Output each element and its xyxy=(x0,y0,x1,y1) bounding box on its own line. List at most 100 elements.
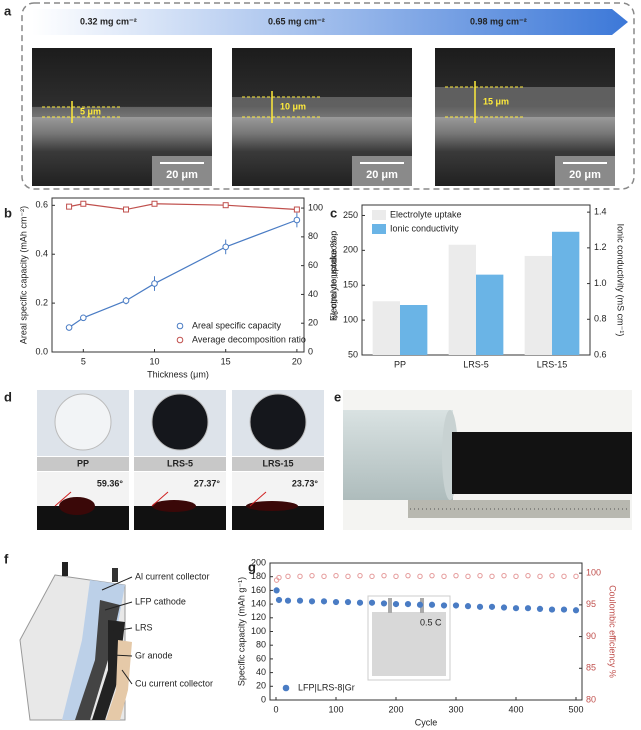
droplet xyxy=(152,500,196,512)
y-tick-label: 0.6 xyxy=(35,200,48,210)
marker xyxy=(80,200,87,207)
marker xyxy=(151,200,158,207)
point xyxy=(464,603,472,610)
point xyxy=(429,572,435,579)
x-tick-label: LRS-5 xyxy=(463,359,489,369)
marker xyxy=(293,216,301,224)
legend-marker xyxy=(176,322,184,330)
sample-disc xyxy=(151,393,209,451)
y-tick-label: 150 xyxy=(343,280,358,290)
layer-label: Al current collector xyxy=(135,571,210,581)
point xyxy=(309,572,315,579)
panel-frame xyxy=(21,2,635,190)
marker xyxy=(66,203,73,210)
point xyxy=(537,573,543,580)
point xyxy=(524,605,532,612)
y2-tick-label: 80 xyxy=(586,694,596,704)
point xyxy=(332,598,340,606)
loading-label: 0.65 mg cm⁻² xyxy=(268,16,325,26)
sample-label-bar xyxy=(232,457,324,471)
annotation: 0.5 C xyxy=(420,617,442,627)
y2-tick-label: 1.0 xyxy=(594,278,607,288)
bar xyxy=(524,255,552,355)
layer-label: LRS xyxy=(135,622,153,632)
point xyxy=(405,572,411,579)
point xyxy=(276,574,282,581)
bar xyxy=(476,274,504,355)
marker xyxy=(65,324,73,331)
sample-label-bar xyxy=(37,457,129,471)
point xyxy=(560,606,568,613)
scale-bar-box xyxy=(152,156,212,186)
point xyxy=(573,573,579,580)
marker xyxy=(222,243,229,251)
point xyxy=(501,572,507,579)
point xyxy=(380,600,388,607)
point xyxy=(296,597,304,604)
marker xyxy=(80,314,87,322)
point xyxy=(356,599,364,606)
sample-label: PP xyxy=(77,458,89,468)
y2-tick-label: 90 xyxy=(586,631,596,641)
sample-label: LRS-5 xyxy=(167,458,193,468)
y2-axis-label: Coulombic efficiency % xyxy=(608,585,618,678)
x-tick-label: 400 xyxy=(508,704,523,714)
y2-axis-label: Ionic conductivity (mS cm⁻¹) xyxy=(616,224,626,337)
x-tick-label: 20 xyxy=(292,356,302,366)
marker xyxy=(122,297,130,304)
point xyxy=(393,573,399,580)
coating-layer xyxy=(232,97,412,117)
y-tick-label: 20 xyxy=(256,681,266,691)
y2-tick-label: 100 xyxy=(586,568,601,578)
cell-diagram xyxy=(19,562,133,721)
contact-angle: 27.37° xyxy=(194,478,221,488)
bar xyxy=(448,244,476,355)
y2-tick-label: 1.4 xyxy=(594,207,607,217)
point xyxy=(512,605,520,612)
marker xyxy=(293,206,300,213)
loading-arrow xyxy=(32,9,628,35)
contact-angle: 23.73° xyxy=(292,478,319,488)
series-line xyxy=(68,203,297,211)
x-axis-label: Thickness (μm) xyxy=(147,369,209,379)
photo-e xyxy=(343,390,632,530)
panel-label: f xyxy=(4,551,9,566)
point xyxy=(297,573,303,580)
point xyxy=(345,573,351,580)
series-line xyxy=(68,219,298,329)
x-tick-label: 200 xyxy=(388,704,403,714)
point xyxy=(561,573,567,580)
sample-disc xyxy=(54,393,112,451)
point xyxy=(369,573,375,580)
point xyxy=(500,604,508,611)
angle-line xyxy=(151,491,169,507)
sample-label: LRS-15 xyxy=(262,458,293,468)
y2-axis-label: decomposition ratio % xyxy=(330,231,340,320)
y-tick-label: 50 xyxy=(348,349,358,359)
legend-swatch xyxy=(372,210,386,220)
point xyxy=(284,597,292,604)
y-tick-label: 250 xyxy=(343,210,358,220)
y-tick-label: 80 xyxy=(256,640,266,650)
layer-label: Cu current collector xyxy=(135,678,213,688)
marker xyxy=(151,280,158,287)
y-tick-label: 200 xyxy=(343,245,358,255)
y2-tick-label: 80 xyxy=(308,231,318,241)
x-tick-label: LRS-15 xyxy=(537,359,568,369)
y2-tick-label: 60 xyxy=(308,260,318,270)
thickness-label: 10 μm xyxy=(280,101,306,111)
layer-label: Gr anode xyxy=(135,650,173,660)
y2-tick-label: 85 xyxy=(586,663,596,673)
thickness-label: 15 μm xyxy=(483,96,509,106)
panel-label: d xyxy=(4,389,12,404)
x-tick-label: 300 xyxy=(448,704,463,714)
legend-label: Areal specific capacity xyxy=(192,320,282,330)
panel-label: e xyxy=(334,389,341,404)
point xyxy=(321,573,327,580)
y-tick-label: 0.4 xyxy=(35,249,48,259)
point xyxy=(275,596,283,604)
marker xyxy=(123,206,130,213)
point xyxy=(488,603,496,610)
point xyxy=(320,598,328,605)
loading-label: 0.98 mg cm⁻² xyxy=(470,16,527,26)
